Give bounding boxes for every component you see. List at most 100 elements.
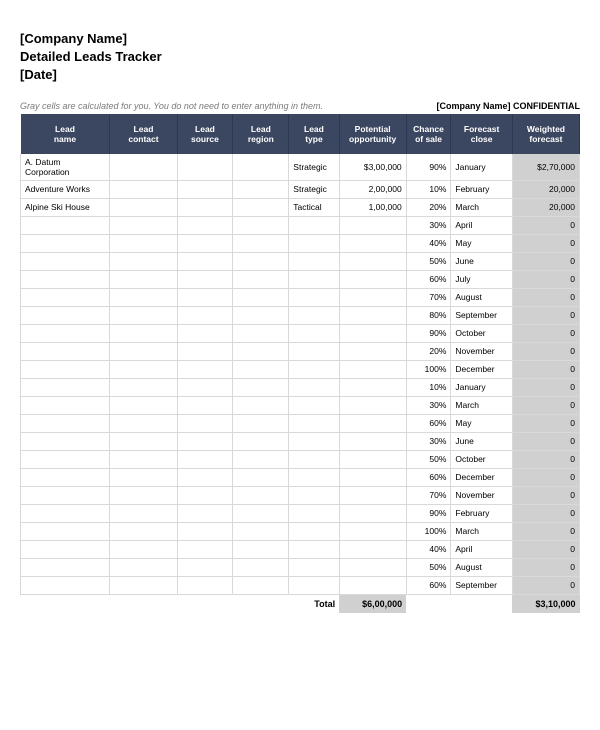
cell-type[interactable] xyxy=(289,558,339,576)
cell-region[interactable] xyxy=(233,450,289,468)
cell-name[interactable] xyxy=(21,288,110,306)
cell-name[interactable] xyxy=(21,252,110,270)
cell-contact[interactable] xyxy=(110,288,177,306)
table-row[interactable]: 100%March0 xyxy=(21,522,580,540)
cell-chance[interactable]: 50% xyxy=(406,450,451,468)
cell-contact[interactable] xyxy=(110,558,177,576)
cell-opp[interactable] xyxy=(339,558,406,576)
cell-source[interactable] xyxy=(177,558,233,576)
cell-close[interactable]: June xyxy=(451,432,512,450)
cell-type[interactable] xyxy=(289,450,339,468)
cell-close[interactable]: January xyxy=(451,378,512,396)
table-row[interactable]: 60%September0 xyxy=(21,576,580,594)
cell-source[interactable] xyxy=(177,540,233,558)
cell-opp[interactable] xyxy=(339,342,406,360)
table-row[interactable]: Adventure WorksStrategic2,00,00010%Febru… xyxy=(21,180,580,198)
cell-chance[interactable]: 90% xyxy=(406,504,451,522)
cell-region[interactable] xyxy=(233,198,289,216)
table-row[interactable]: 90%October0 xyxy=(21,324,580,342)
cell-region[interactable] xyxy=(233,468,289,486)
cell-type[interactable] xyxy=(289,378,339,396)
cell-close[interactable]: January xyxy=(451,154,512,181)
cell-opp[interactable] xyxy=(339,360,406,378)
cell-opp[interactable] xyxy=(339,522,406,540)
table-row[interactable]: 50%August0 xyxy=(21,558,580,576)
cell-type[interactable] xyxy=(289,576,339,594)
cell-region[interactable] xyxy=(233,252,289,270)
cell-region[interactable] xyxy=(233,396,289,414)
cell-contact[interactable] xyxy=(110,342,177,360)
cell-contact[interactable] xyxy=(110,154,177,181)
cell-close[interactable]: November xyxy=(451,342,512,360)
table-row[interactable]: 100%December0 xyxy=(21,360,580,378)
cell-close[interactable]: April xyxy=(451,540,512,558)
cell-opp[interactable]: 2,00,000 xyxy=(339,180,406,198)
cell-chance[interactable]: 50% xyxy=(406,558,451,576)
cell-source[interactable] xyxy=(177,216,233,234)
cell-name[interactable] xyxy=(21,486,110,504)
cell-opp[interactable] xyxy=(339,306,406,324)
cell-type[interactable] xyxy=(289,414,339,432)
cell-contact[interactable] xyxy=(110,378,177,396)
cell-region[interactable] xyxy=(233,522,289,540)
cell-contact[interactable] xyxy=(110,468,177,486)
cell-type[interactable] xyxy=(289,342,339,360)
table-row[interactable]: 50%June0 xyxy=(21,252,580,270)
cell-name[interactable] xyxy=(21,468,110,486)
cell-region[interactable] xyxy=(233,558,289,576)
cell-opp[interactable] xyxy=(339,252,406,270)
cell-chance[interactable]: 10% xyxy=(406,180,451,198)
cell-close[interactable]: October xyxy=(451,450,512,468)
cell-type[interactable] xyxy=(289,540,339,558)
cell-opp[interactable]: 1,00,000 xyxy=(339,198,406,216)
cell-chance[interactable]: 90% xyxy=(406,154,451,181)
cell-region[interactable] xyxy=(233,288,289,306)
cell-opp[interactable] xyxy=(339,540,406,558)
cell-name[interactable] xyxy=(21,432,110,450)
cell-name[interactable] xyxy=(21,558,110,576)
cell-opp[interactable] xyxy=(339,504,406,522)
cell-type[interactable] xyxy=(289,360,339,378)
cell-opp[interactable] xyxy=(339,486,406,504)
cell-source[interactable] xyxy=(177,486,233,504)
cell-region[interactable] xyxy=(233,576,289,594)
cell-region[interactable] xyxy=(233,360,289,378)
table-row[interactable]: 10%January0 xyxy=(21,378,580,396)
cell-close[interactable]: April xyxy=(451,216,512,234)
cell-name[interactable] xyxy=(21,414,110,432)
cell-source[interactable] xyxy=(177,180,233,198)
cell-contact[interactable] xyxy=(110,216,177,234)
table-row[interactable]: 60%July0 xyxy=(21,270,580,288)
cell-name[interactable]: Alpine Ski House xyxy=(21,198,110,216)
cell-opp[interactable] xyxy=(339,288,406,306)
cell-chance[interactable]: 70% xyxy=(406,486,451,504)
cell-type[interactable]: Strategic xyxy=(289,180,339,198)
cell-close[interactable]: May xyxy=(451,414,512,432)
cell-region[interactable] xyxy=(233,432,289,450)
cell-close[interactable]: September xyxy=(451,576,512,594)
cell-chance[interactable]: 20% xyxy=(406,198,451,216)
table-row[interactable]: 60%May0 xyxy=(21,414,580,432)
cell-opp[interactable] xyxy=(339,270,406,288)
cell-chance[interactable]: 60% xyxy=(406,468,451,486)
cell-region[interactable] xyxy=(233,154,289,181)
cell-source[interactable] xyxy=(177,324,233,342)
cell-close[interactable]: March xyxy=(451,522,512,540)
cell-region[interactable] xyxy=(233,504,289,522)
cell-close[interactable]: November xyxy=(451,486,512,504)
cell-source[interactable] xyxy=(177,432,233,450)
cell-source[interactable] xyxy=(177,306,233,324)
cell-source[interactable] xyxy=(177,504,233,522)
cell-contact[interactable] xyxy=(110,306,177,324)
cell-type[interactable] xyxy=(289,432,339,450)
cell-type[interactable]: Strategic xyxy=(289,154,339,181)
cell-chance[interactable]: 10% xyxy=(406,378,451,396)
cell-opp[interactable] xyxy=(339,576,406,594)
cell-close[interactable]: May xyxy=(451,234,512,252)
cell-close[interactable]: September xyxy=(451,306,512,324)
cell-contact[interactable] xyxy=(110,414,177,432)
cell-contact[interactable] xyxy=(110,450,177,468)
cell-chance[interactable]: 60% xyxy=(406,270,451,288)
cell-chance[interactable]: 40% xyxy=(406,540,451,558)
table-row[interactable]: 50%October0 xyxy=(21,450,580,468)
